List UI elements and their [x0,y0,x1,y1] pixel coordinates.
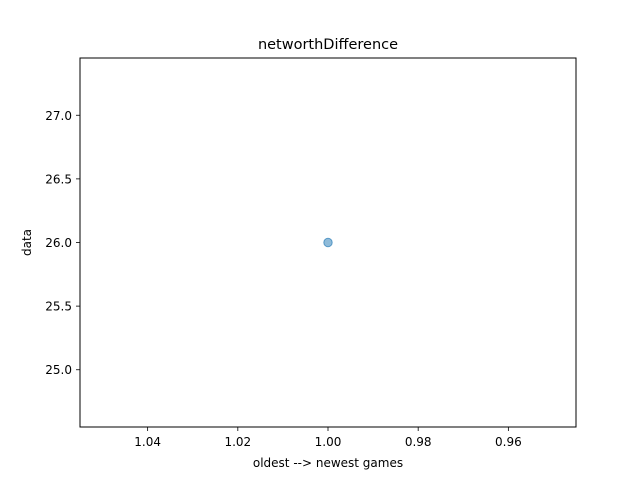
y-tick-label: 27.0 [45,109,72,123]
y-axis: 25.0 25.5 26.0 26.5 27.0 [45,109,80,377]
y-tick-label: 26.5 [45,172,72,186]
x-axis: 1.04 1.02 1.00 0.98 0.96 [134,427,522,449]
x-axis-label: oldest --> newest games [253,456,403,470]
y-tick-label: 25.0 [45,363,72,377]
x-tick-label: 0.96 [495,435,522,449]
data-points [323,237,333,248]
x-tick-label: 1.04 [134,435,161,449]
x-tick-label: 1.02 [224,435,251,449]
scatter-point [323,237,333,248]
y-tick-label: 25.5 [45,300,72,314]
chart-title: networthDifference [258,37,398,53]
y-tick-label: 26.0 [45,236,72,250]
axes-frame [79,57,577,428]
x-tick-label: 0.98 [405,435,432,449]
y-axis-label: data [20,229,34,256]
x-tick-label: 1.00 [315,435,342,449]
